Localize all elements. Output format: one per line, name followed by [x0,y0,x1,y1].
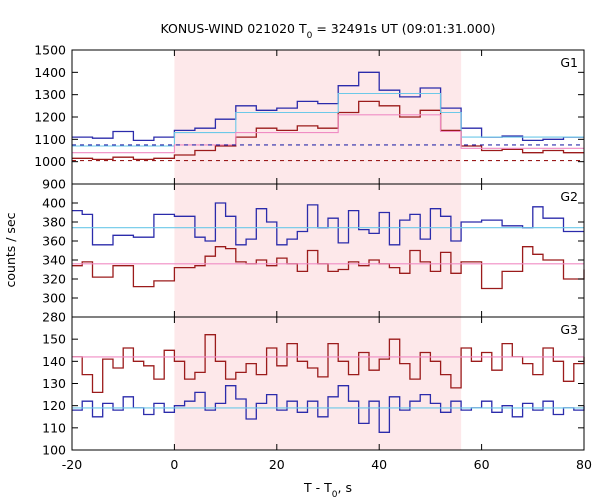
y-axis-label: counts / sec [3,212,18,287]
y-tick-label: 1100 [34,132,66,147]
y-tick-label: 1200 [34,110,66,125]
chart-title-subscript: 0 [307,31,313,41]
chart-title: KONUS-WIND 021020 T0 = 32491s UT (09:01:… [160,21,495,41]
x-tick-label: 0 [170,457,178,472]
y-tick-label: 150 [42,332,66,347]
y-tick-label: 340 [42,253,66,268]
panel-g3: 100 110 120 130 140 150 G3 [42,316,585,458]
y-tick-label: 120 [42,398,66,413]
y-tick-label: 130 [42,376,66,391]
series-g1-light-blue-2 [72,92,584,147]
y-tick-label: 280 [42,310,66,325]
y-tick-label: 1000 [34,154,66,169]
x-tick-label: 80 [576,457,592,472]
x-axis-label-subscript: 0 [332,490,338,500]
y-tick-label: 320 [42,272,66,287]
y-tick-label: 110 [42,420,66,435]
y-tick-label: 1400 [34,65,66,80]
x-tick-label: 40 [371,457,387,472]
y-tick-label: 140 [42,354,66,369]
y-tick-label: 100 [42,443,66,458]
series-g3-red-0 [72,334,585,394]
y-tick-label: 1300 [34,87,66,102]
y-tick-label: 300 [42,291,66,306]
panel-label: G3 [560,322,578,337]
series-g1-light-pink-3 [72,114,584,154]
panel-g1: 900 1000 1100 1200 1300 1400 1500 G1 [34,43,585,192]
x-tick-label: 60 [474,457,490,472]
y-tick-label: 380 [42,215,66,230]
panel-g2: 280 300 320 340 360 380 400 G2 [42,183,585,325]
x-tick-label: -20 [62,457,82,472]
panel-label: G2 [560,189,578,204]
y-tick-label: 400 [42,196,66,211]
series-g2-blue-0 [72,202,584,246]
x-axis-label: T - T0, s [303,480,352,500]
y-tick-label: 900 [42,177,66,192]
panel-label: G1 [560,55,578,70]
y-tick-label: 1500 [34,43,66,58]
series-g2-red-1 [72,246,585,290]
y-tick-label: 360 [42,234,66,249]
series-g1-red-1 [72,100,584,161]
x-tick-label: 20 [269,457,285,472]
series-g3-blue-1 [72,385,585,433]
